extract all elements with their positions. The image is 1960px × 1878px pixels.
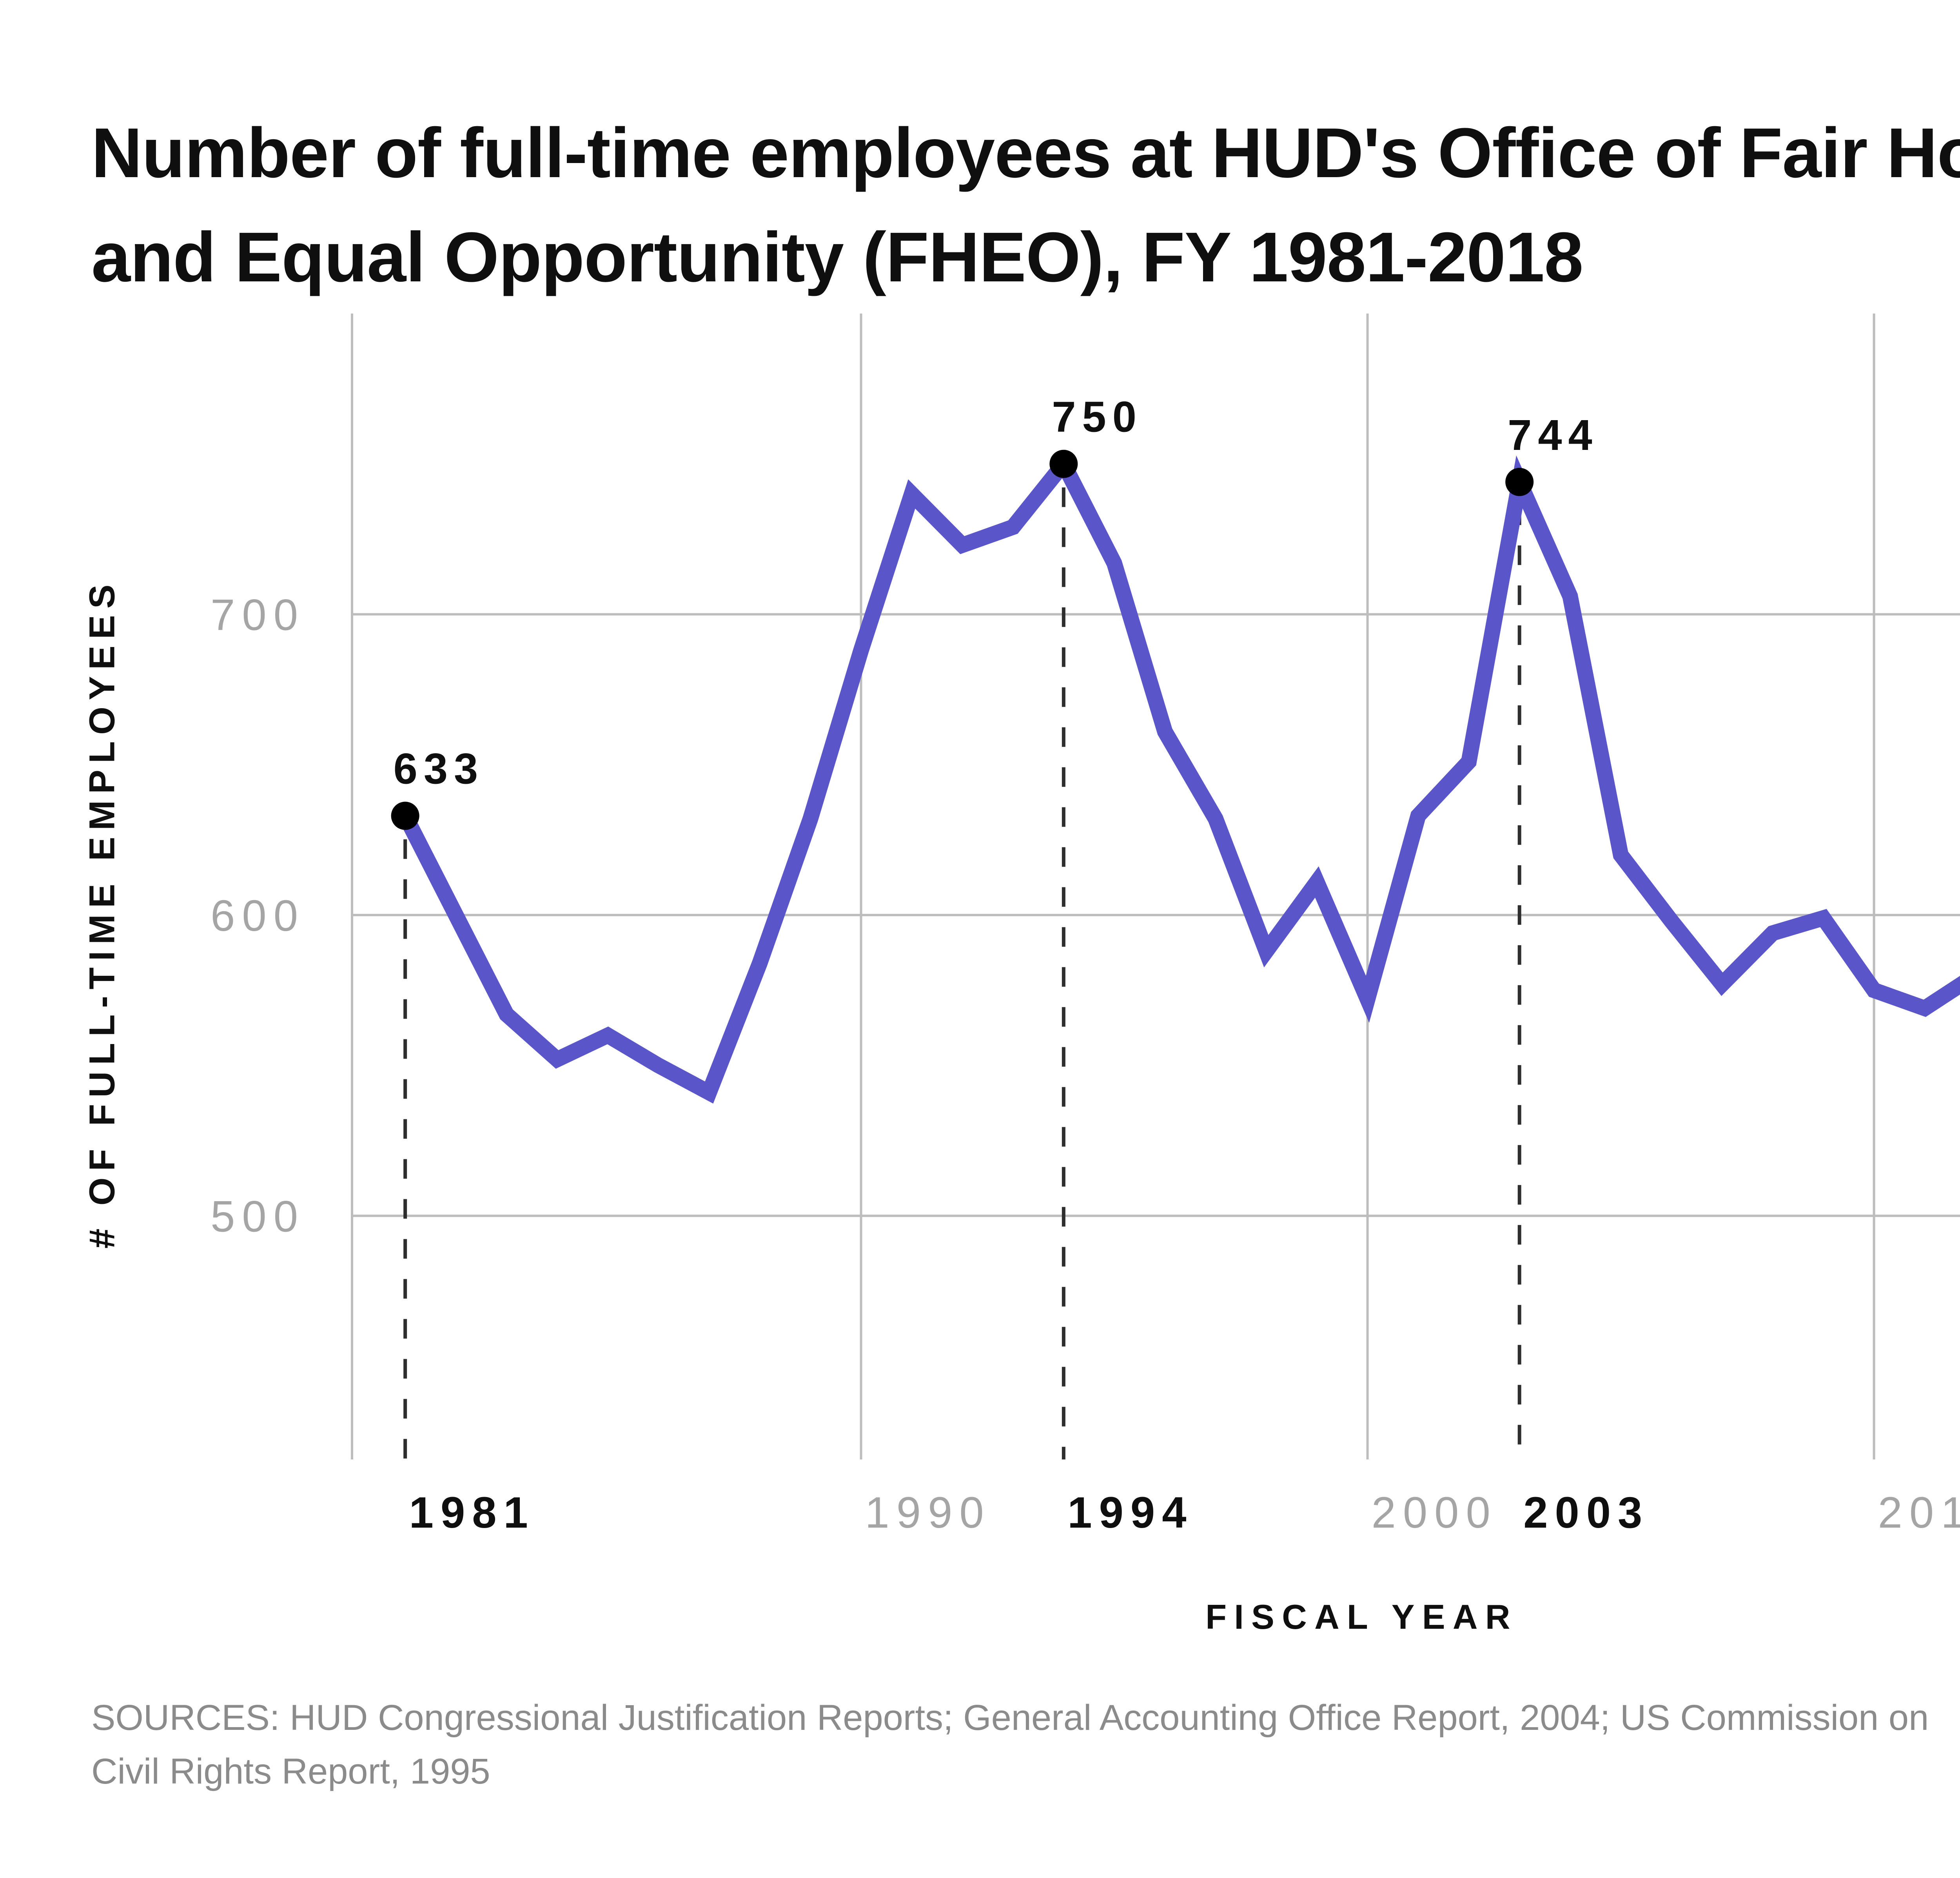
source-note-line-1: SOURCES: HUD Congressional Justification…: [91, 1698, 1929, 1738]
x-tick-label-major: 2003: [1523, 1488, 1649, 1537]
chart-title-line-1: Number of full-time employees at HUD's O…: [91, 113, 1960, 192]
x-tick-label-major: 1994: [1067, 1488, 1193, 1537]
employees-trend-line: [398, 450, 1960, 1104]
y-tick-label: 600: [211, 891, 305, 940]
y-tick-label: 700: [211, 590, 305, 639]
data-point-marker: [391, 801, 419, 830]
data-point-marker: [1505, 468, 1534, 496]
x-axis-title: FISCAL YEAR: [1205, 1597, 1518, 1636]
x-tick-label-minor: 1990: [865, 1488, 991, 1537]
chart-title-line-2: and Equal Opportunity (FHEO), FY 1981-20…: [91, 218, 1583, 297]
data-point-marker: [1049, 450, 1078, 478]
data-point-label: 744: [1508, 411, 1599, 459]
source-note-line-2: Civil Rights Report, 1995: [91, 1751, 490, 1791]
data-point-label: 633: [394, 745, 485, 793]
x-tick-label-minor: 2010: [1878, 1488, 1960, 1537]
data-point-label: 750: [1052, 393, 1143, 441]
chart-title: Number of full-time employees at HUD's O…: [91, 101, 1960, 310]
x-tick-label-minor: 2000: [1372, 1488, 1497, 1537]
x-tick-label-major: 1981: [409, 1488, 535, 1537]
source-note: SOURCES: HUD Congressional Justification…: [91, 1691, 1960, 1798]
y-tick-label: 500: [211, 1192, 305, 1241]
